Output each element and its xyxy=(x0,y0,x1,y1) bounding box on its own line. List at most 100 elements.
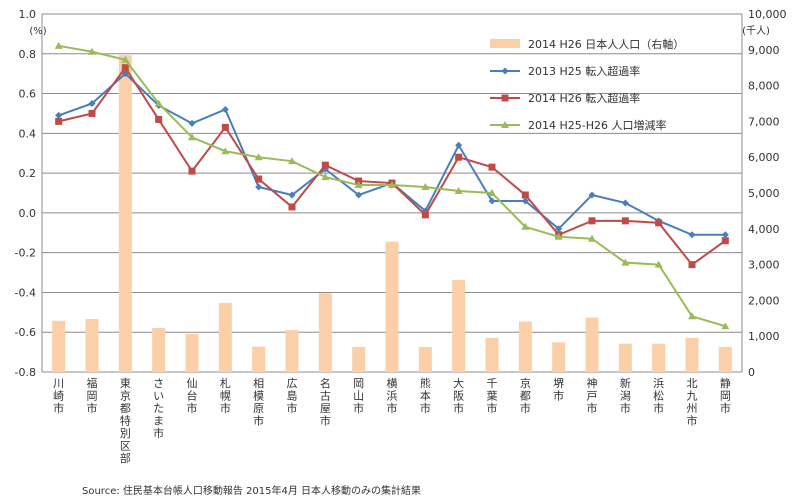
right-tick-label: 6,000 xyxy=(748,151,780,164)
category-label: 堺市 xyxy=(553,377,564,403)
point-square xyxy=(655,219,663,227)
right-axis: 10,000 9,000 8,000 7,000 6,000 5,000 4,000 3,00… xyxy=(748,8,787,379)
source-note: Source: 住民基本台帳人口移動報告 2015年4月 日本人移動のみの集計結… xyxy=(82,486,422,497)
point-diamond xyxy=(255,183,263,191)
point-square xyxy=(588,217,596,225)
category-label: 北九州市 xyxy=(687,377,698,428)
bar-series xyxy=(52,55,732,373)
point-triangle xyxy=(354,181,363,189)
category-label: 大阪市 xyxy=(453,376,464,415)
category-label: 川崎市 xyxy=(53,377,64,415)
point-triangle xyxy=(554,232,563,240)
category-label: さいたま市 xyxy=(153,377,164,440)
point-square xyxy=(621,217,629,225)
bar-population xyxy=(118,55,132,373)
point-square xyxy=(88,109,96,117)
bar-population xyxy=(685,337,699,372)
point-diamond xyxy=(88,100,96,107)
point-diamond xyxy=(621,199,629,207)
right-tick-label: 5,000 xyxy=(748,187,780,200)
bar-population xyxy=(518,321,532,372)
right-tick-label: 10,000 xyxy=(748,8,787,21)
legend-marker xyxy=(501,94,509,102)
left-axis: 1.0 0.8 0.6 0.4 0.2 0.0 -0.2 -0.4 -0.6 -0.8 xyxy=(15,8,36,379)
point-triangle xyxy=(454,187,463,195)
category-label: 東京都特別区部 xyxy=(120,377,131,465)
point-triangle xyxy=(688,312,696,320)
point-diamond xyxy=(188,119,196,127)
point-triangle xyxy=(388,181,396,189)
point-diamond xyxy=(455,141,463,149)
point-diamond xyxy=(355,191,363,199)
point-square xyxy=(521,191,529,199)
point-triangle xyxy=(621,258,630,266)
left-tick-label: -0.4 xyxy=(15,286,36,299)
point-diamond xyxy=(221,105,229,113)
legend-label-series: 2013 H25 転入超過率 xyxy=(528,64,640,78)
bar-population xyxy=(552,342,566,372)
point-diamond xyxy=(588,191,596,199)
point-triangle xyxy=(154,99,163,107)
legend-marker xyxy=(501,121,509,128)
bar-population xyxy=(385,241,399,372)
right-tick-label: 4,000 xyxy=(748,223,780,236)
point-square xyxy=(455,153,463,161)
point-triangle xyxy=(88,47,96,55)
point-triangle xyxy=(421,183,430,191)
point-triangle xyxy=(588,234,596,242)
bar-population xyxy=(352,346,366,372)
point-square xyxy=(55,117,63,125)
bar-population xyxy=(585,317,599,372)
right-tick-label: 7,000 xyxy=(748,115,780,128)
legend-marker xyxy=(501,67,509,75)
left-tick-label: -0.6 xyxy=(15,326,36,339)
legend-label-series: 2014 H25-H26 人口増減率 xyxy=(528,118,667,132)
point-square xyxy=(421,211,429,219)
point-square xyxy=(721,237,729,245)
bar-population xyxy=(85,319,99,372)
right-tick-label: 1,000 xyxy=(748,330,780,343)
legend-swatch-bar xyxy=(490,39,520,48)
left-tick-label: -0.8 xyxy=(15,366,36,379)
point-triangle xyxy=(288,157,296,165)
bar-population xyxy=(718,346,732,372)
point-diamond xyxy=(555,225,563,233)
point-triangle xyxy=(188,133,196,141)
left-tick-label: 0.4 xyxy=(19,127,37,140)
bar-population xyxy=(452,279,466,372)
bar-population xyxy=(252,346,266,372)
left-tick-label: -0.2 xyxy=(15,247,36,260)
right-axis-unit: (千人) xyxy=(742,25,770,37)
category-label: 浜松市 xyxy=(653,377,664,415)
bar-population xyxy=(285,330,299,372)
left-tick-label: 0.0 xyxy=(19,207,37,220)
point-diamond xyxy=(721,231,729,239)
right-tick-label: 9,000 xyxy=(748,44,780,57)
legend-label-series: 2014 H26 転入超過率 xyxy=(528,91,640,105)
right-tick-label: 0 xyxy=(748,366,755,379)
category-labels: 川崎市 福岡市 東京都特別区部 さいたま市 仙台市 札幌市 相模原市 広島市 名古屋市 岡山市 横浜… xyxy=(53,376,731,465)
category-label: 神戸市 xyxy=(587,376,598,415)
point-triangle xyxy=(221,147,230,155)
bar-population xyxy=(52,320,66,372)
line-series xyxy=(54,41,730,330)
bar-population xyxy=(218,302,232,372)
category-label: 岡山市 xyxy=(353,377,364,415)
point-square xyxy=(255,175,263,183)
point-square xyxy=(188,167,196,175)
bar-population xyxy=(418,346,432,372)
point-square xyxy=(288,203,296,211)
legend-label-bar: 2014 H26 日本人人口（右軸） xyxy=(528,37,684,51)
right-tick-label: 2,000 xyxy=(748,294,780,307)
point-diamond xyxy=(488,197,496,205)
point-triangle xyxy=(54,41,63,49)
category-label: 横浜市 xyxy=(387,376,398,415)
legend: 2014 H26 日本人人口（右軸） 2013 H25 転入超過率 2014 H26… xyxy=(490,37,684,132)
bar-population xyxy=(652,343,666,372)
category-label: 相模原市 xyxy=(253,377,264,428)
point-square xyxy=(688,261,696,269)
bar-population xyxy=(318,293,332,372)
category-label: 千葉市 xyxy=(487,377,498,415)
point-triangle xyxy=(121,55,130,63)
